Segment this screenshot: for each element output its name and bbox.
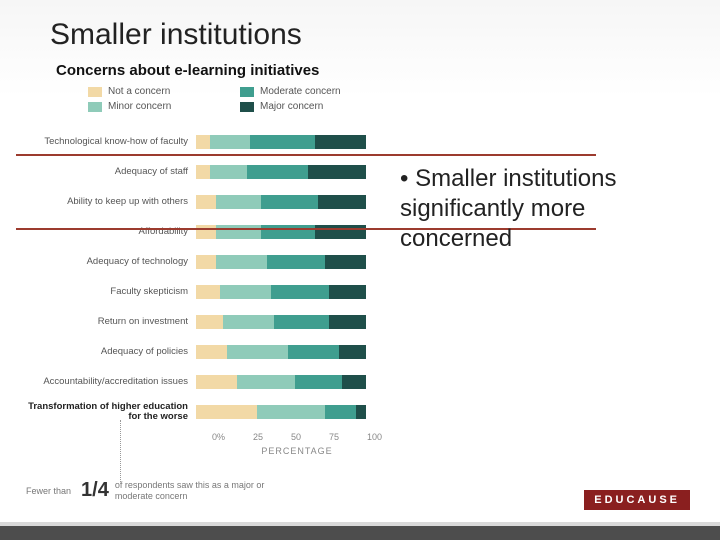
educause-logo: EDUCAUSE bbox=[584, 490, 690, 510]
bar-segment bbox=[196, 375, 237, 389]
bar-segment bbox=[318, 195, 366, 209]
bar-segment bbox=[196, 165, 210, 179]
chart-row: Technological know-how of faculty bbox=[16, 130, 376, 154]
bar-segment bbox=[329, 315, 366, 329]
x-axis-label: PERCENTAGE bbox=[212, 446, 382, 456]
bar-segment bbox=[227, 345, 288, 359]
legend-item: Not a concern bbox=[88, 86, 208, 97]
page-title: Smaller institutions bbox=[50, 18, 302, 52]
legend-label: Major concern bbox=[260, 101, 323, 112]
callout-content: Smaller institutions significantly more … bbox=[400, 165, 617, 252]
bar bbox=[196, 255, 366, 269]
bar bbox=[196, 165, 366, 179]
x-tick: 50 bbox=[291, 432, 301, 442]
bar-segment bbox=[288, 345, 339, 359]
x-tick: 100 bbox=[367, 432, 382, 442]
x-tick: 0% bbox=[212, 432, 225, 442]
footnote-prefix: Fewer than bbox=[26, 486, 71, 496]
bar-segment bbox=[308, 165, 366, 179]
bar-segment bbox=[250, 135, 315, 149]
highlight-line-top bbox=[16, 154, 596, 156]
row-label: Ability to keep up with others bbox=[16, 197, 196, 207]
bar-segment bbox=[267, 255, 325, 269]
bar-segment bbox=[257, 405, 325, 419]
chart-row: Adequacy of technology bbox=[16, 250, 376, 274]
chart-row: Affordability bbox=[16, 220, 376, 244]
legend-swatch bbox=[88, 102, 102, 112]
chart-subtitle: Concerns about e-learning initiatives bbox=[56, 62, 319, 79]
bar-segment bbox=[220, 285, 271, 299]
bar-segment bbox=[196, 255, 216, 269]
bar-segment bbox=[295, 375, 343, 389]
legend: Not a concern Moderate concern Minor conce… bbox=[88, 86, 390, 112]
bar bbox=[196, 315, 366, 329]
bar-segment bbox=[271, 285, 329, 299]
bar-segment bbox=[210, 135, 251, 149]
footnote-fraction: 1/4 bbox=[81, 479, 109, 502]
chart-row: Accountability/accreditation issues bbox=[16, 370, 376, 394]
row-label: Adequacy of staff bbox=[16, 167, 196, 177]
bar-segment bbox=[339, 345, 366, 359]
bar-segment bbox=[216, 195, 260, 209]
bar-segment bbox=[247, 165, 308, 179]
bar-segment bbox=[216, 255, 267, 269]
row-label: Transformation of higher education for t… bbox=[16, 402, 196, 423]
bar-segment bbox=[196, 405, 257, 419]
chart-row: Adequacy of policies bbox=[16, 340, 376, 364]
bar-segment bbox=[196, 315, 223, 329]
footnote-connector bbox=[120, 420, 121, 482]
bar bbox=[196, 405, 366, 419]
bar-segment bbox=[196, 195, 216, 209]
x-axis: 0% 25 50 75 100 bbox=[212, 432, 382, 442]
row-label: Faculty skepticism bbox=[16, 287, 196, 297]
bar-segment bbox=[325, 255, 366, 269]
bar bbox=[196, 375, 366, 389]
bar-segment bbox=[356, 405, 366, 419]
chart-row: Faculty skepticism bbox=[16, 280, 376, 304]
chart-row: Transformation of higher education for t… bbox=[16, 400, 376, 424]
chart-row: Return on investment bbox=[16, 310, 376, 334]
bar bbox=[196, 345, 366, 359]
bar bbox=[196, 285, 366, 299]
legend-swatch bbox=[240, 102, 254, 112]
chart-row: Adequacy of staff bbox=[16, 160, 376, 184]
bar bbox=[196, 195, 366, 209]
row-label: Technological know-how of faculty bbox=[16, 137, 196, 147]
footer-bar bbox=[0, 526, 720, 540]
row-label: Accountability/accreditation issues bbox=[16, 377, 196, 387]
footnote-body: of respondents saw this as a major or mo… bbox=[115, 480, 295, 502]
bar-segment bbox=[261, 195, 319, 209]
legend-swatch bbox=[240, 87, 254, 97]
legend-item: Major concern bbox=[240, 101, 390, 112]
legend-item: Moderate concern bbox=[240, 86, 390, 97]
chart-row: Ability to keep up with others bbox=[16, 190, 376, 214]
stacked-bar-chart: Technological know-how of faculty Adequac… bbox=[16, 130, 376, 430]
bar bbox=[196, 135, 366, 149]
bar-segment bbox=[274, 315, 328, 329]
bar-segment bbox=[342, 375, 366, 389]
legend-label: Not a concern bbox=[108, 86, 170, 97]
bar-segment bbox=[196, 135, 210, 149]
bar-segment bbox=[223, 315, 274, 329]
legend-item: Minor concern bbox=[88, 101, 208, 112]
bar-segment bbox=[210, 165, 247, 179]
legend-label: Minor concern bbox=[108, 101, 171, 112]
footnote: Fewer than 1/4 of respondents saw this a… bbox=[26, 479, 295, 502]
x-tick: 75 bbox=[329, 432, 339, 442]
bar-segment bbox=[329, 285, 366, 299]
bar-segment bbox=[315, 135, 366, 149]
bar-segment bbox=[325, 405, 356, 419]
callout-text: • Smaller institutions significantly mor… bbox=[400, 164, 700, 254]
row-label: Adequacy of technology bbox=[16, 257, 196, 267]
bar-segment bbox=[237, 375, 295, 389]
x-tick: 25 bbox=[253, 432, 263, 442]
legend-swatch bbox=[88, 87, 102, 97]
row-label: Adequacy of policies bbox=[16, 347, 196, 357]
row-label: Return on investment bbox=[16, 317, 196, 327]
bar-segment bbox=[196, 285, 220, 299]
bar-segment bbox=[196, 345, 227, 359]
legend-label: Moderate concern bbox=[260, 86, 341, 97]
slide: Smaller institutions Concerns about e-le… bbox=[0, 0, 720, 540]
